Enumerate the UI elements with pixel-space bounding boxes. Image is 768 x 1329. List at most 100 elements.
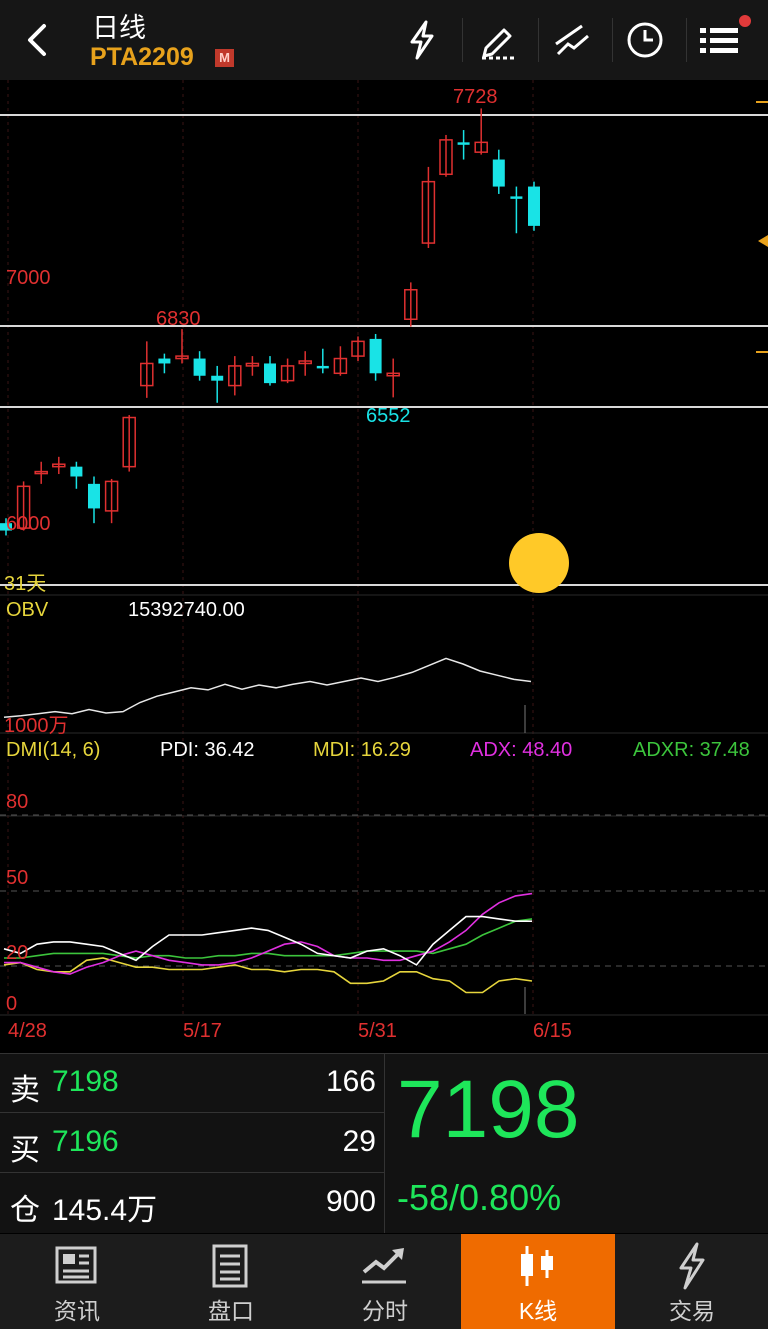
candle bbox=[280, 365, 295, 382]
obv-unit-label: 1000万 bbox=[4, 715, 69, 737]
candle bbox=[158, 358, 171, 364]
last-price: 7198 bbox=[397, 1064, 580, 1155]
candle bbox=[211, 375, 224, 381]
tab-intraday[interactable]: 分时 bbox=[308, 1234, 462, 1329]
dmi-mdi-line bbox=[3, 957, 533, 994]
obv-line bbox=[3, 657, 532, 718]
tab-order-book[interactable]: 盘口 bbox=[154, 1234, 308, 1329]
candle bbox=[140, 362, 154, 387]
price-axis-label: 6000 bbox=[6, 513, 51, 535]
tab-label: 资讯 bbox=[54, 1298, 100, 1324]
candle bbox=[528, 186, 540, 226]
date-axis-label: 4/28 bbox=[8, 1020, 47, 1042]
page-title: 日线 bbox=[92, 13, 146, 43]
dmi-adx-line bbox=[4, 892, 533, 975]
buy-quantity: 29 bbox=[342, 1125, 376, 1158]
low-price-marker: 6552 bbox=[366, 405, 411, 427]
candle bbox=[316, 365, 329, 369]
candle bbox=[16, 485, 31, 529]
candle bbox=[264, 363, 276, 384]
candle bbox=[351, 340, 365, 357]
obv-label: OBV bbox=[6, 599, 49, 621]
intraday-trend-icon bbox=[362, 1248, 406, 1284]
notification-dot bbox=[739, 15, 751, 27]
candle bbox=[0, 523, 12, 531]
candle bbox=[70, 466, 83, 477]
candle bbox=[474, 141, 488, 153]
back-arrow-icon bbox=[28, 24, 46, 56]
candle bbox=[404, 289, 418, 320]
candle bbox=[122, 416, 136, 468]
pencil-icon bbox=[482, 28, 516, 60]
dmi-pdi-line bbox=[3, 915, 532, 966]
main-contract-badge: M bbox=[215, 49, 234, 67]
top-navigation-bar: 日线 PTA2209 M bbox=[0, 0, 768, 80]
sell-row[interactable]: 卖 7198 166 bbox=[0, 1053, 384, 1113]
candle bbox=[298, 360, 312, 365]
kline-chart-area[interactable] bbox=[0, 80, 768, 1053]
dmi-pdi-value: PDI: 36.42 bbox=[160, 739, 255, 761]
header-divider bbox=[612, 18, 613, 62]
order-book-icon bbox=[212, 1244, 248, 1288]
candle bbox=[457, 142, 470, 145]
period-label: 31天 bbox=[4, 573, 47, 595]
menu-icon bbox=[700, 28, 738, 53]
tab-news[interactable]: 资讯 bbox=[0, 1234, 154, 1329]
open-interest-value: 145.4万 bbox=[52, 1194, 158, 1227]
date-axis-label: 5/17 bbox=[183, 1020, 222, 1042]
newspaper-icon bbox=[55, 1246, 97, 1284]
candle bbox=[245, 362, 260, 367]
dmi-adxr-value: ADXR: 37.48 bbox=[633, 739, 750, 761]
history-button[interactable] bbox=[624, 18, 668, 62]
local-high-marker: 6830 bbox=[156, 308, 201, 330]
dmi-adxr-line bbox=[4, 918, 533, 959]
open-interest-change: 900 bbox=[325, 1185, 376, 1218]
dmi-axis-label: 80 bbox=[6, 791, 29, 813]
candle bbox=[88, 483, 100, 509]
candle bbox=[333, 357, 348, 375]
candle bbox=[193, 358, 206, 376]
tab-kline[interactable]: K线 bbox=[461, 1234, 615, 1329]
candle bbox=[52, 463, 66, 468]
contract-symbol[interactable]: PTA2209 bbox=[90, 43, 194, 71]
candle bbox=[439, 139, 453, 176]
bottom-tab-bar: 资讯 盘口 分时 K线 交易 bbox=[0, 1234, 768, 1329]
candlestick-series bbox=[0, 108, 540, 536]
dmi-axis-label: 0 bbox=[6, 993, 18, 1015]
candle bbox=[510, 196, 523, 199]
candle bbox=[421, 180, 436, 244]
tab-label: 分时 bbox=[362, 1298, 408, 1324]
dmi-axis-label: 50 bbox=[6, 867, 29, 889]
price-change: -58/0.80% bbox=[397, 1177, 562, 1218]
tab-label: 交易 bbox=[669, 1298, 715, 1324]
header-divider bbox=[462, 18, 463, 62]
candle bbox=[175, 355, 189, 360]
tab-label: K线 bbox=[518, 1298, 558, 1324]
buy-label: 买 bbox=[10, 1134, 40, 1167]
draw-tool-button[interactable] bbox=[476, 18, 520, 62]
tab-trade[interactable]: 交易 bbox=[615, 1234, 768, 1329]
lightning-button[interactable] bbox=[400, 18, 444, 62]
buy-row[interactable]: 买 7196 29 bbox=[0, 1113, 384, 1173]
date-axis-label: 6/15 bbox=[533, 1020, 572, 1042]
price-pointer-icon bbox=[758, 235, 768, 247]
dmi-mdi-value: MDI: 16.29 bbox=[313, 739, 411, 761]
back-button[interactable] bbox=[18, 18, 58, 62]
indicator-lines-button[interactable] bbox=[550, 18, 594, 62]
obv-value: 15392740.00 bbox=[128, 599, 245, 621]
menu-button[interactable] bbox=[698, 18, 742, 62]
candle bbox=[386, 372, 400, 377]
candle bbox=[369, 338, 382, 374]
quote-panel: 卖 7198 166 买 7196 29 仓 145.4万 900 7198 -… bbox=[0, 1053, 768, 1233]
high-price-marker: 7728 bbox=[453, 86, 498, 108]
sell-label: 卖 bbox=[10, 1074, 40, 1107]
candle bbox=[228, 365, 242, 387]
open-interest-label: 仓 bbox=[10, 1194, 40, 1227]
candle bbox=[492, 159, 505, 187]
trade-lightning-icon bbox=[679, 1242, 705, 1290]
lightning-icon bbox=[410, 20, 434, 60]
candlestick-icon bbox=[521, 1246, 553, 1286]
drawing-lines-icon bbox=[555, 24, 589, 56]
clock-icon bbox=[627, 22, 663, 58]
crosshair-handle[interactable] bbox=[509, 533, 569, 593]
